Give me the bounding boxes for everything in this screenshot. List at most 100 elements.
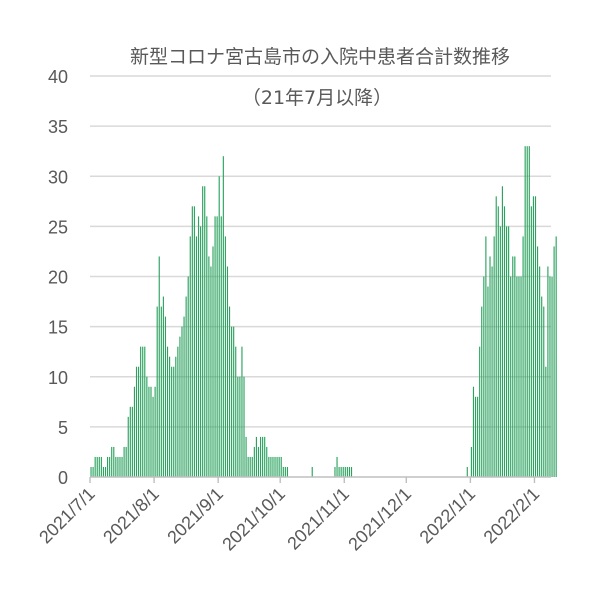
bar <box>243 376 245 477</box>
x-axis-ticks: 2021/7/1 2021/8/1 2021/9/12021/10/12021/11… <box>35 477 543 554</box>
bar <box>166 346 169 477</box>
bar <box>522 236 524 477</box>
y-tick-label: 15 <box>48 318 68 338</box>
bar <box>344 466 346 477</box>
bar <box>98 456 100 477</box>
bar <box>466 466 468 477</box>
bar <box>274 456 276 477</box>
bar <box>158 256 160 477</box>
bar <box>111 446 113 477</box>
bar <box>479 346 481 477</box>
bar <box>218 176 220 477</box>
bar <box>526 146 528 477</box>
bar <box>200 226 202 478</box>
bar <box>169 356 171 477</box>
bar <box>231 326 233 478</box>
bar <box>499 226 501 478</box>
bar <box>125 446 127 477</box>
bar <box>474 396 477 477</box>
bar <box>340 466 342 477</box>
bar <box>342 466 344 477</box>
bar <box>96 456 98 477</box>
bar <box>216 216 218 477</box>
bar <box>493 236 495 477</box>
bar <box>311 466 313 477</box>
bar <box>146 376 148 477</box>
bar <box>348 466 351 477</box>
bar <box>266 446 268 477</box>
bar <box>189 236 191 477</box>
bar <box>220 216 222 477</box>
bar <box>133 386 136 477</box>
bar <box>175 356 177 477</box>
bar <box>534 196 537 478</box>
bar <box>520 276 522 477</box>
bar <box>510 276 512 477</box>
bar <box>497 206 499 477</box>
bar <box>152 396 154 477</box>
bar <box>212 246 214 477</box>
bar <box>119 456 121 477</box>
bar <box>245 436 247 477</box>
bar <box>518 276 520 477</box>
bar <box>154 386 156 477</box>
bar <box>549 276 551 477</box>
bar <box>195 236 198 477</box>
bar <box>253 446 255 477</box>
bar <box>481 306 483 477</box>
y-tick-label: 20 <box>48 268 68 288</box>
bar <box>545 366 547 477</box>
bar <box>197 216 200 477</box>
bar <box>551 276 553 477</box>
bar <box>135 366 138 477</box>
bar <box>553 246 555 477</box>
y-tick-label: 5 <box>58 418 68 438</box>
bar-series <box>90 146 557 478</box>
bar <box>115 456 117 477</box>
bar <box>334 466 336 477</box>
bar <box>276 456 278 477</box>
bar <box>162 296 164 477</box>
bar <box>350 466 353 477</box>
x-tick-label: 2022/2/1 <box>480 484 544 548</box>
bar <box>191 206 193 477</box>
bar <box>338 466 340 477</box>
bar <box>489 256 491 477</box>
bar <box>214 216 216 477</box>
bar <box>268 456 270 477</box>
bar <box>142 346 144 477</box>
bar <box>530 206 532 477</box>
x-tick-label: 2021/7/1 <box>35 484 99 548</box>
bar <box>210 266 212 477</box>
bar <box>470 446 472 477</box>
bar <box>514 256 516 477</box>
bar <box>129 406 131 477</box>
bar <box>131 406 133 477</box>
y-tick-label: 10 <box>48 368 68 388</box>
y-tick-label: 0 <box>58 468 68 488</box>
gridlines <box>90 75 551 428</box>
bar <box>528 146 530 477</box>
bar <box>280 456 282 477</box>
bar <box>156 306 158 477</box>
bar <box>472 386 475 477</box>
y-tick-label: 40 <box>48 67 68 87</box>
y-tick-label: 25 <box>48 217 68 237</box>
bar <box>104 466 107 477</box>
y-axis-ticks: 0 5 10 15 20 25 30 35 40 <box>48 67 68 488</box>
bar <box>226 266 229 477</box>
bar <box>140 346 142 477</box>
bar <box>239 376 241 477</box>
bar <box>179 336 181 477</box>
bar <box>512 256 514 477</box>
bar <box>117 456 119 477</box>
bar <box>138 366 140 477</box>
bar <box>272 456 274 477</box>
bar <box>193 206 195 477</box>
bar <box>501 186 503 477</box>
bar <box>181 326 183 478</box>
bar <box>251 456 253 477</box>
bar <box>487 286 489 477</box>
bar <box>150 386 152 477</box>
